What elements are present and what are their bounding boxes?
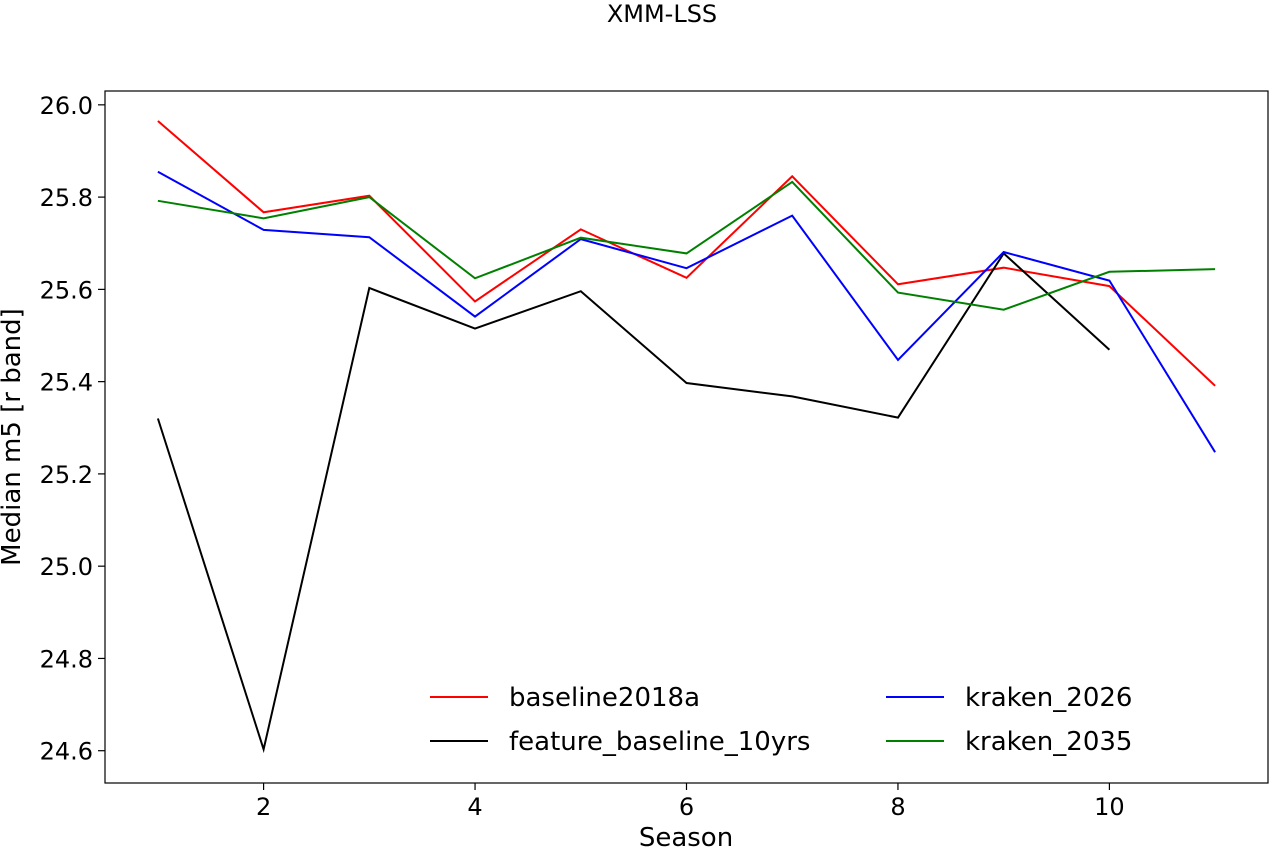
- x-tick-label: 2: [256, 793, 271, 821]
- legend-label: feature_baseline_10yrs: [509, 727, 810, 757]
- y-axis: 24.6 24.8 25.0 25.2 25.4 25.6 25.8 26.0: [40, 92, 105, 766]
- y-tick-label: 25.0: [40, 553, 93, 581]
- chart-title: XMM-LSS: [607, 0, 717, 28]
- y-tick-label: 24.8: [40, 645, 93, 673]
- y-tick-label: 25.2: [40, 461, 93, 489]
- y-tick-label: 25.6: [40, 276, 93, 304]
- y-tick-label: 24.6: [40, 738, 93, 766]
- x-tick-label: 4: [467, 793, 482, 821]
- legend-label: baseline2018a: [509, 683, 700, 713]
- y-tick-label: 25.4: [40, 369, 93, 397]
- x-axis: 2 4 6 8 10: [256, 783, 1125, 821]
- series-line-kraken-2035: [157, 180, 1216, 311]
- series-line-baseline2018a: [157, 120, 1216, 387]
- legend-label: kraken_2035: [965, 727, 1132, 757]
- x-axis-label: Season: [639, 823, 733, 853]
- legend-label: kraken_2026: [965, 683, 1132, 713]
- series-line-feature-baseline-10yrs: [156, 251, 1111, 754]
- series-line-kraken-2026: [157, 170, 1216, 453]
- legend: baseline2018a feature_baseline_10yrs krake…: [430, 683, 1132, 757]
- y-tick-label: 26.0: [40, 92, 93, 120]
- x-tick-label: 10: [1094, 793, 1125, 821]
- x-tick-label: 6: [679, 793, 694, 821]
- y-tick-label: 25.8: [40, 184, 93, 212]
- y-axis-label: Median m5 [r band]: [0, 308, 27, 566]
- plot-lines: [156, 120, 1216, 754]
- x-tick-label: 8: [890, 793, 905, 821]
